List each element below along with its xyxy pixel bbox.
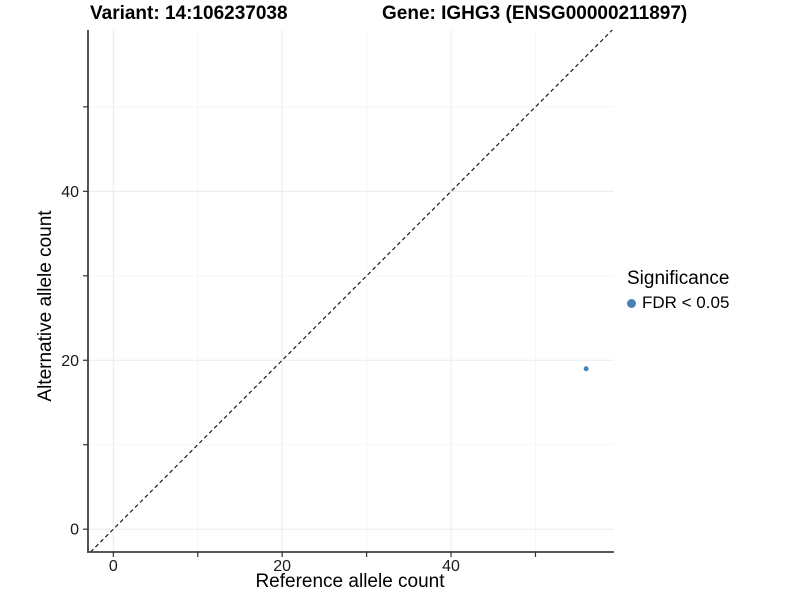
x-tick-label: 20	[273, 558, 291, 575]
data-point	[583, 366, 589, 372]
legend-dot-icon	[627, 298, 636, 308]
legend-item: FDR < 0.05	[627, 293, 729, 313]
x-tick-label: 0	[109, 558, 118, 575]
x-axis-label: Reference allele count	[255, 571, 445, 592]
y-tick-label: 40	[61, 184, 79, 201]
gene-title: Gene: IGHG3 (ENSG00000211897)	[382, 3, 688, 24]
variant-title: Variant: 14:106237038	[90, 3, 288, 24]
x-tick-label: 40	[442, 558, 460, 575]
identity-line	[90, 29, 613, 553]
legend-title: Significance	[627, 268, 730, 289]
legend: Significance FDR < 0.05	[627, 268, 729, 313]
y-tick-label: 20	[61, 353, 79, 370]
legend-item-label: FDR < 0.05	[642, 293, 730, 312]
y-tick-label: 0	[70, 522, 79, 539]
